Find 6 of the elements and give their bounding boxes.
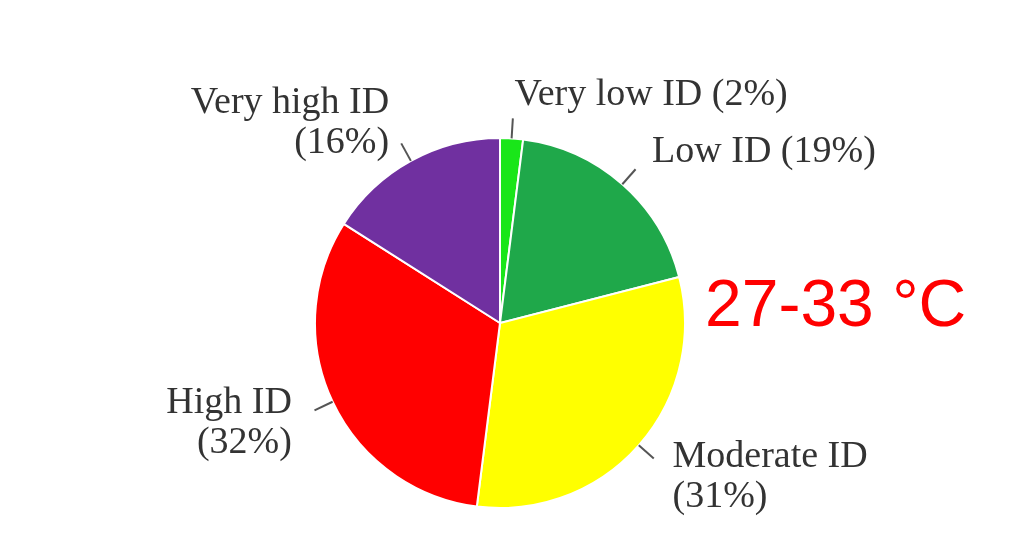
slice-label: Very low ID (2%) — [514, 71, 788, 115]
slice-label: Low ID (19%) — [652, 128, 876, 172]
text: 27-33 °C — [705, 265, 967, 341]
slice-label: Moderate ID — [672, 433, 868, 476]
data-label: (31%) — [672, 473, 768, 517]
slice-label: Very high ID — [190, 79, 390, 122]
